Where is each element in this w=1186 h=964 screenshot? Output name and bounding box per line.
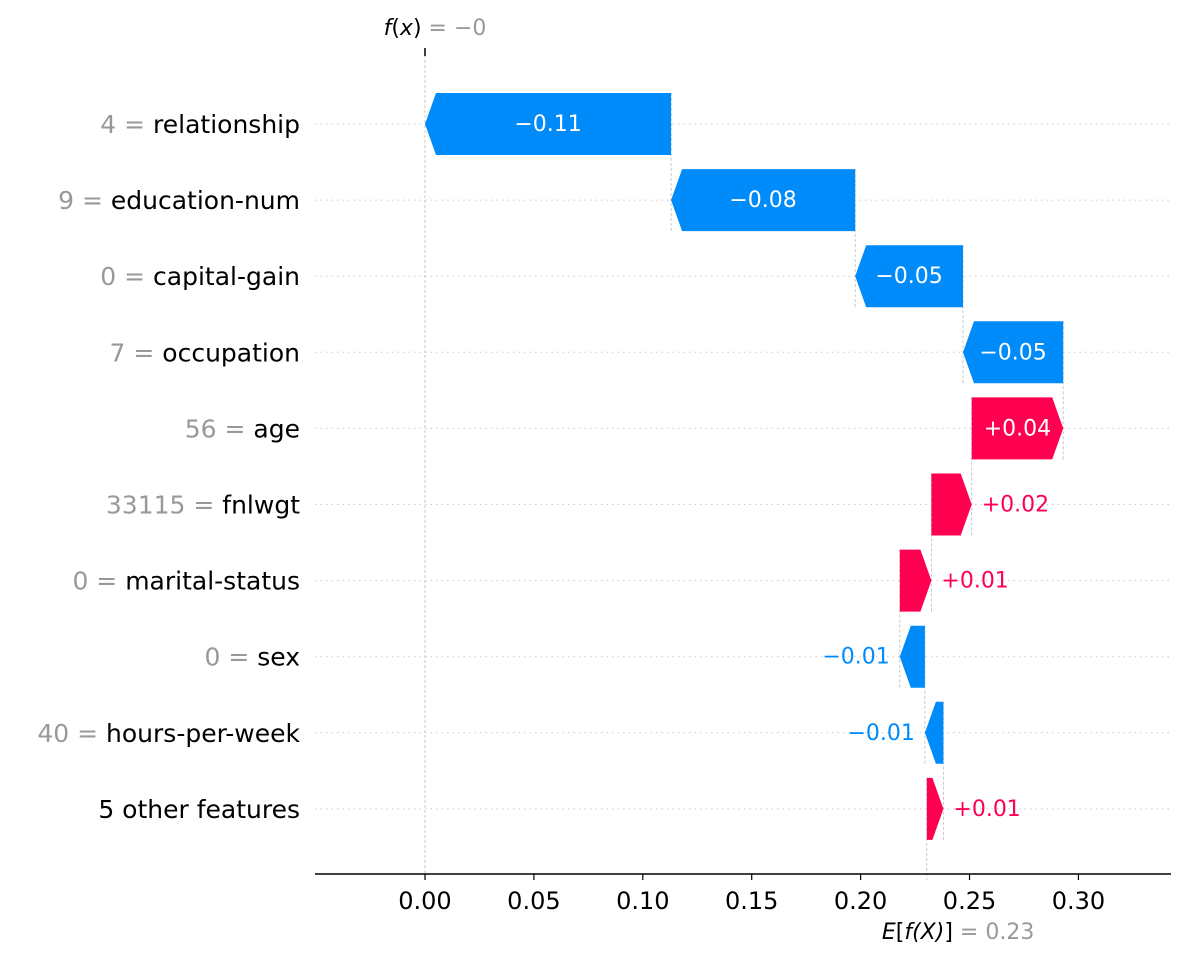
waterfall-bar [971, 397, 1064, 460]
feature-name: marital-status [125, 567, 300, 596]
feature-name: 5 other features [98, 795, 300, 824]
x-tick-label: 0.20 [834, 887, 887, 915]
waterfall-bar [899, 625, 925, 688]
waterfall-bar [899, 549, 932, 612]
waterfall-bar [671, 169, 856, 232]
bar-value-label: −0.11 [514, 112, 581, 137]
x-tick-label: 0.00 [398, 887, 451, 915]
feature-value: 7 = [110, 338, 163, 367]
feature-name: occupation [162, 338, 300, 367]
feature-name: education-num [111, 186, 300, 215]
feature-label: 40 = hours-per-week [37, 719, 300, 748]
base-close-bracket: ] [944, 920, 953, 945]
feature-label: 0 = capital-gain [100, 262, 300, 291]
feature-label: 0 = marital-status [72, 567, 300, 596]
bar-value-label: +0.01 [953, 797, 1020, 822]
feature-value: 33115 = [106, 491, 222, 520]
base-func: E [882, 920, 896, 945]
x-tick-label: 0.05 [507, 887, 560, 915]
waterfall-bar [425, 93, 672, 155]
feature-value: 40 = [37, 719, 106, 748]
feature-label: 4 = relationship [100, 110, 300, 139]
bar-layer [425, 93, 1064, 840]
feature-label: 0 = sex [204, 643, 300, 672]
feature-value: 9 = [58, 186, 111, 215]
fx-value: = −0 [422, 16, 487, 41]
feature-value: 56 = [185, 414, 254, 443]
fx-close-paren: ) [413, 16, 422, 41]
bar-value-label: −0.05 [979, 340, 1046, 365]
feature-name: fnlwgt [222, 491, 300, 520]
bar-value-label: −0.01 [822, 645, 889, 670]
feature-name: sex [257, 643, 300, 672]
x-tick-label: 0.10 [616, 887, 669, 915]
feature-label: 9 = education-num [58, 186, 300, 215]
feature-label: 7 = occupation [110, 338, 300, 367]
bar-value-label: +0.02 [982, 493, 1049, 518]
bar-value-label: +0.01 [941, 569, 1008, 594]
feature-value: 0 = [72, 567, 125, 596]
feature-name: hours-per-week [106, 719, 300, 748]
bar-value-label: −0.05 [875, 264, 942, 289]
base-inner-func: f [904, 920, 915, 945]
base-open-bracket: [ [896, 920, 905, 945]
feature-label: 5 other features [98, 795, 300, 824]
feature-value: 4 = [100, 110, 153, 139]
waterfall-bar [931, 473, 972, 536]
base-value-label: E[f(X)] = 0.23 [882, 920, 1034, 945]
waterfall-bar [963, 321, 1064, 384]
feature-value: 0 = [100, 262, 153, 291]
base-value: = 0.23 [953, 920, 1034, 945]
fx-func: f [384, 16, 395, 41]
x-tick-label: 0.25 [943, 887, 996, 915]
fx-var: x [399, 16, 414, 41]
x-tick-label: 0.15 [725, 887, 778, 915]
feature-value: 0 = [204, 643, 257, 672]
x-tick-label: 0.30 [1052, 887, 1105, 915]
waterfall-bar [926, 777, 944, 840]
feature-name: relationship [153, 110, 300, 139]
waterfall-bar [924, 701, 944, 764]
label-layer: −0.11 4 = relationship −0.08 9 = education-… [37, 110, 1051, 824]
fx-label: f(x) = −0 [384, 16, 487, 41]
bar-value-label: −0.01 [847, 721, 914, 746]
axis-layer: 0.00 0.05 0.10 0.15 0.20 0.25 0.30f(x) = −0E[f… [315, 16, 1171, 945]
fx-open-paren: ( [391, 16, 400, 41]
connector-layer [424, 50, 1064, 880]
feature-label: 56 = age [185, 414, 300, 443]
base-inner-paren: (X) [912, 920, 944, 945]
waterfall-bar [855, 245, 963, 308]
bar-value-label: −0.08 [729, 188, 796, 213]
bar-value-label: +0.04 [984, 416, 1051, 441]
feature-name: age [253, 414, 300, 443]
feature-label: 33115 = fnlwgt [106, 491, 300, 520]
feature-name: capital-gain [153, 262, 300, 291]
